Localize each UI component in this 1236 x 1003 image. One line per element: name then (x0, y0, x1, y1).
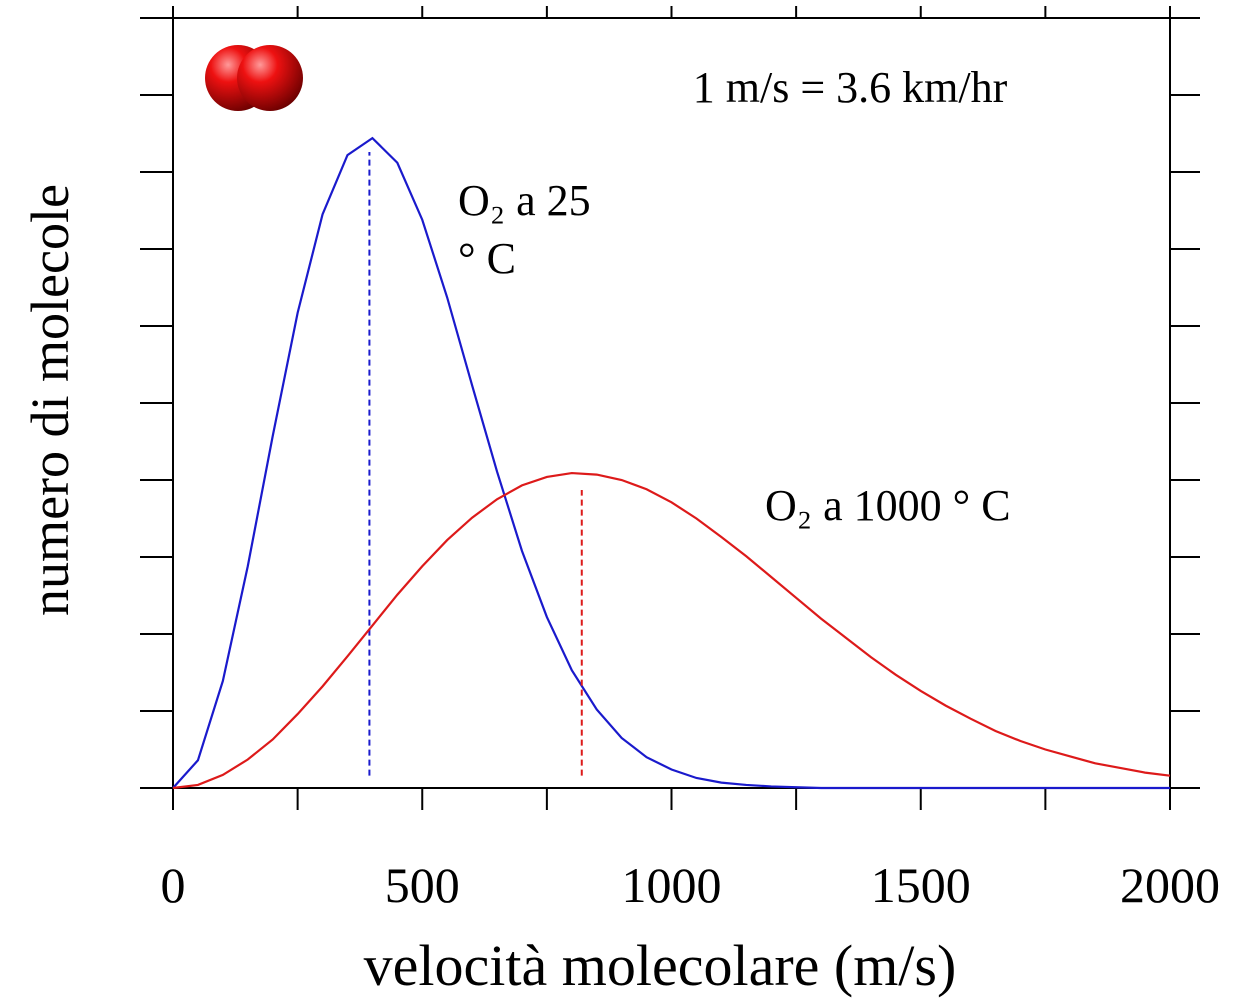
series-label: ° C (458, 234, 516, 283)
x-tick-label: 500 (385, 857, 460, 913)
annotation: 1 m/s = 3.6 km/hr (693, 63, 1008, 112)
x-tick-label: 0 (161, 857, 186, 913)
series-label: O₂ a 1000 ° C (765, 481, 1011, 530)
series-line (172, 136, 1170, 790)
series-label: O₂ a 25 (458, 176, 591, 225)
x-tick-label: 1000 (622, 857, 722, 913)
series-line (172, 471, 1171, 790)
x-tick-label: 2000 (1120, 857, 1220, 913)
x-axis-title: velocità molecolare (m/s) (364, 933, 957, 998)
x-tick-label: 1500 (871, 857, 971, 913)
molecule-icon (205, 45, 303, 111)
y-axis-title: numero di molecole (20, 184, 80, 616)
